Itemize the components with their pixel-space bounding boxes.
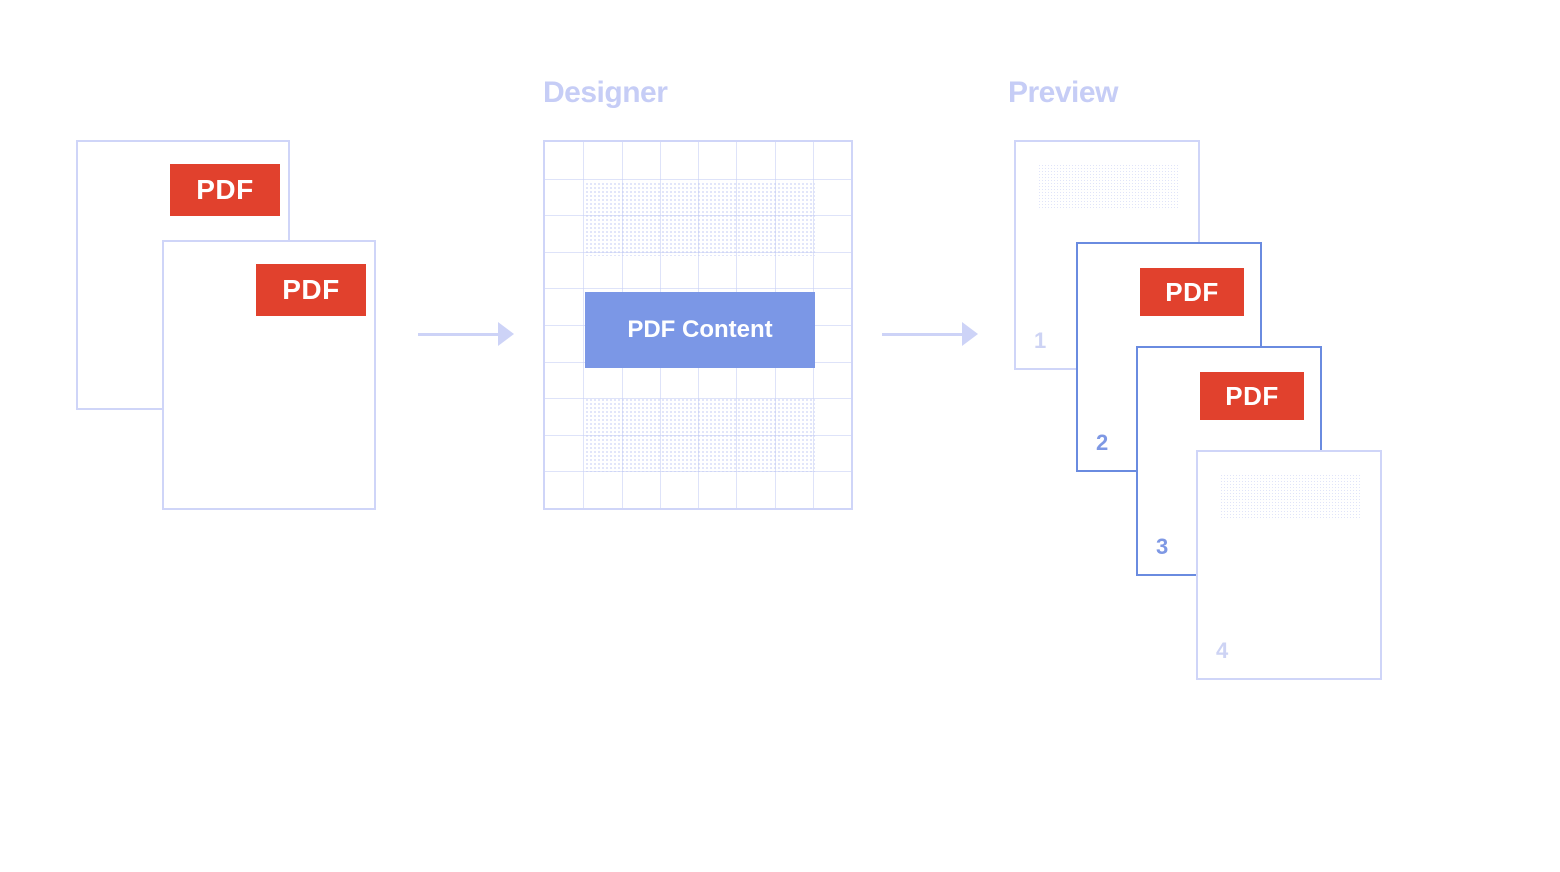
page-number: 3 (1156, 534, 1168, 560)
preview-page: 4 (1196, 450, 1382, 680)
designer-label: Designer (543, 76, 667, 110)
input-page: PDF (162, 240, 376, 510)
content-placeholder (585, 398, 815, 472)
page-number: 4 (1216, 638, 1228, 664)
arrow-right-icon (418, 322, 514, 346)
content-placeholder (1220, 474, 1362, 518)
content-placeholder (585, 182, 815, 256)
pdf-content-block: PDF Content (585, 292, 815, 368)
preview-label: Preview (1008, 76, 1118, 110)
designer-canvas: PDF Content (543, 140, 853, 510)
pdf-badge: PDF (170, 164, 280, 216)
page-number: 2 (1096, 430, 1108, 456)
pdf-badge: PDF (1200, 372, 1304, 420)
pdf-badge: PDF (256, 264, 366, 316)
arrow-right-icon (882, 322, 978, 346)
page-number: 1 (1034, 328, 1046, 354)
pdf-badge: PDF (1140, 268, 1244, 316)
content-placeholder (1038, 164, 1180, 208)
